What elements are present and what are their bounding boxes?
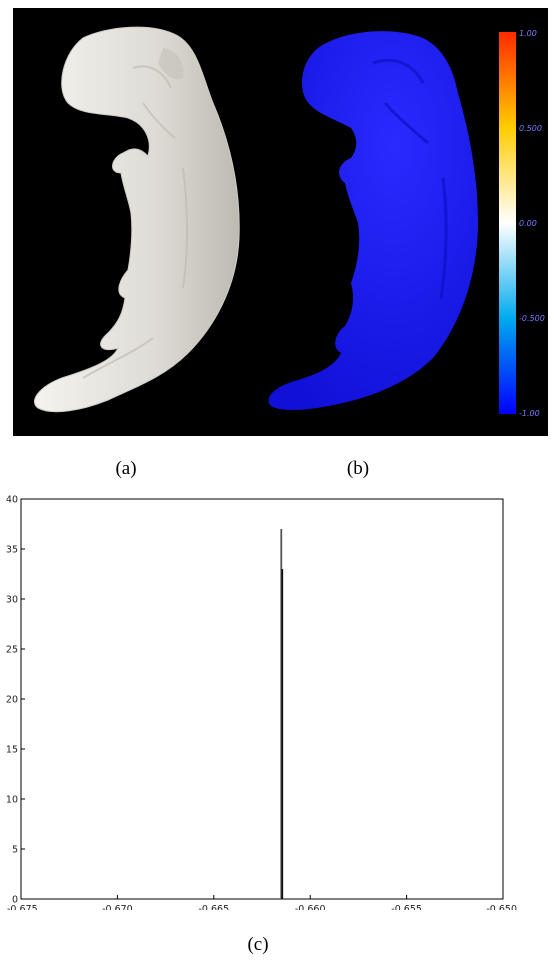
mesh-surface-a	[34, 26, 240, 413]
plot-frame	[20, 498, 504, 900]
x-tick-label: -0.665	[198, 904, 229, 910]
y-tick-label: 15	[6, 745, 18, 756]
x-tick-label: -0.675	[7, 904, 38, 910]
caption-c: (c)	[247, 934, 268, 955]
y-tick-label: 0	[12, 895, 18, 906]
colorbar-tick-2: 0.500	[519, 124, 542, 133]
x-tick-label: -0.655	[391, 904, 422, 910]
x-tick-label: -0.660	[295, 904, 326, 910]
rendered-figures: 1.00 0.500 0.00 -0.500 -1.00	[13, 8, 548, 436]
colorbar-tick-3: 0.00	[519, 219, 537, 228]
y-tick-label: 5	[12, 845, 18, 856]
histogram-bar	[280, 529, 283, 899]
bars	[280, 529, 284, 899]
x-tick-label: -0.670	[102, 904, 133, 910]
captions-c: (c)	[247, 934, 268, 955]
x-axis: -0.675 -0.670 -0.665 -0.660 -0.655 -0.650	[7, 895, 517, 910]
y-axis: 0 5 10 15 20 25 30 35 40	[6, 495, 25, 906]
colorbar-fill	[499, 32, 516, 414]
mapped-surface-b	[268, 31, 478, 410]
colorbar-tick-1: 1.00	[519, 29, 537, 38]
y-tick-label: 25	[6, 645, 18, 656]
y-tick-label: 10	[6, 795, 18, 806]
histogram-chart: 0 5 10 15 20 25 30 35 40 -0.675 -0.670 -0.665 -0.66…	[6, 495, 517, 911]
y-tick-label: 35	[6, 545, 18, 556]
y-tick-label: 40	[6, 495, 18, 506]
y-tick-label: 20	[6, 695, 18, 706]
captions-ab: (a) (b)	[115, 458, 369, 479]
histogram-bar	[281, 569, 284, 899]
caption-a: (a)	[115, 458, 136, 479]
caption-b: (b)	[347, 458, 369, 479]
y-tick-label: 30	[6, 595, 18, 606]
colorbar: 1.00 0.500 0.00 -0.500 -1.00	[499, 29, 545, 418]
x-tick-label: -0.650	[486, 904, 517, 910]
colorbar-tick-4: -0.500	[519, 314, 545, 323]
colorbar-tick-5: -1.00	[519, 409, 540, 418]
